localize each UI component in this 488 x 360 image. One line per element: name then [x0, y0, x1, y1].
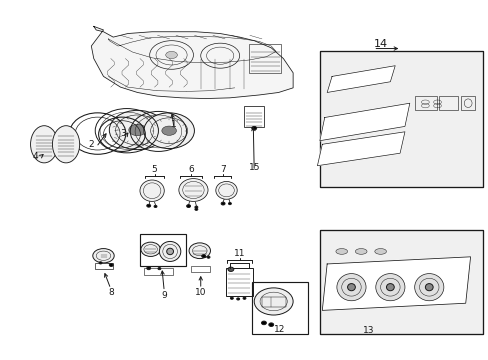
Ellipse shape — [414, 274, 443, 301]
Ellipse shape — [158, 267, 161, 270]
Ellipse shape — [386, 284, 393, 291]
Ellipse shape — [186, 204, 190, 207]
Ellipse shape — [195, 208, 198, 210]
Ellipse shape — [425, 284, 432, 291]
Text: 10: 10 — [195, 288, 206, 297]
Ellipse shape — [230, 297, 233, 299]
Text: 6: 6 — [188, 165, 194, 174]
Ellipse shape — [140, 180, 164, 202]
Ellipse shape — [99, 262, 102, 264]
Text: 3: 3 — [120, 129, 125, 138]
Polygon shape — [91, 26, 292, 99]
Bar — [460, 96, 474, 111]
Ellipse shape — [215, 181, 237, 199]
Text: 13: 13 — [362, 326, 373, 335]
Bar — [244, 107, 264, 127]
Bar — [261, 297, 285, 307]
Ellipse shape — [146, 267, 150, 270]
Text: 15: 15 — [248, 163, 260, 172]
Bar — [319, 230, 482, 334]
Ellipse shape — [146, 204, 150, 207]
Polygon shape — [317, 132, 404, 166]
Ellipse shape — [228, 203, 231, 204]
Bar — [143, 268, 173, 275]
Ellipse shape — [93, 249, 114, 263]
Ellipse shape — [227, 267, 233, 271]
Ellipse shape — [189, 243, 210, 258]
Text: 1: 1 — [171, 120, 177, 129]
Ellipse shape — [221, 202, 224, 205]
Text: 2: 2 — [88, 140, 94, 149]
Ellipse shape — [261, 321, 266, 325]
Ellipse shape — [335, 249, 347, 254]
Text: 12: 12 — [273, 325, 285, 334]
Bar — [251, 282, 307, 334]
Text: 11: 11 — [233, 249, 245, 258]
Text: 9: 9 — [161, 291, 167, 300]
Bar — [319, 51, 482, 187]
Ellipse shape — [374, 249, 386, 254]
Ellipse shape — [109, 264, 113, 266]
Ellipse shape — [206, 256, 209, 258]
Ellipse shape — [159, 242, 181, 261]
Ellipse shape — [375, 274, 404, 301]
Ellipse shape — [179, 179, 207, 202]
Polygon shape — [326, 66, 394, 93]
Ellipse shape — [162, 126, 176, 135]
Text: 5: 5 — [151, 165, 157, 174]
Bar — [319, 230, 482, 334]
Text: 8: 8 — [108, 288, 113, 297]
Ellipse shape — [251, 126, 256, 130]
Ellipse shape — [154, 205, 157, 207]
Ellipse shape — [195, 206, 198, 208]
Ellipse shape — [128, 124, 146, 136]
Ellipse shape — [109, 111, 165, 150]
Polygon shape — [319, 103, 409, 141]
Text: 14: 14 — [373, 39, 387, 49]
Bar — [319, 51, 482, 187]
Ellipse shape — [166, 248, 173, 255]
Bar — [140, 234, 186, 266]
Polygon shape — [322, 257, 469, 310]
Ellipse shape — [52, 126, 80, 163]
Text: 7: 7 — [219, 165, 225, 174]
Bar — [225, 267, 252, 296]
Bar — [249, 44, 281, 73]
Bar — [95, 263, 113, 269]
Ellipse shape — [165, 51, 177, 59]
Ellipse shape — [355, 249, 366, 254]
Ellipse shape — [141, 242, 160, 256]
Bar — [191, 266, 210, 272]
Ellipse shape — [236, 298, 239, 300]
Ellipse shape — [268, 323, 273, 327]
Ellipse shape — [336, 274, 366, 301]
Ellipse shape — [30, 126, 58, 163]
Ellipse shape — [201, 255, 205, 257]
Ellipse shape — [143, 113, 194, 149]
Bar — [438, 96, 458, 111]
Ellipse shape — [347, 284, 355, 291]
Ellipse shape — [243, 297, 245, 299]
Bar — [414, 96, 436, 111]
Text: 4: 4 — [33, 152, 38, 161]
Ellipse shape — [254, 288, 292, 315]
